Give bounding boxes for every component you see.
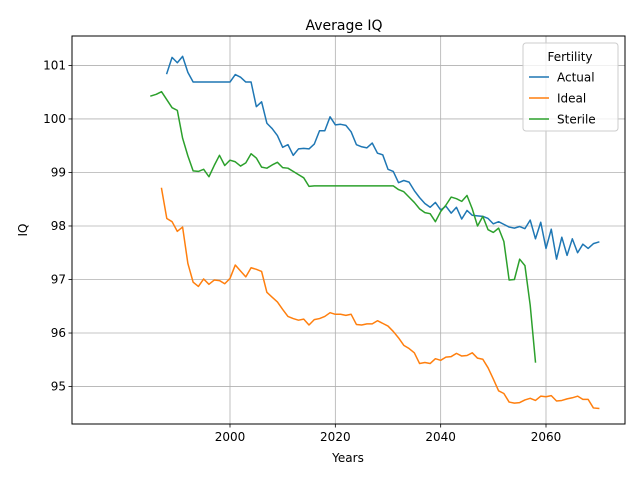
legend-label-sterile: Sterile <box>557 113 596 127</box>
chart-title: Average IQ <box>305 18 382 34</box>
x-tick-label: 2020 <box>320 430 351 444</box>
series-line-actual <box>165 55 600 260</box>
y-axis-label: IQ <box>16 224 30 237</box>
plot-frame <box>71 35 626 425</box>
x-tick-label: 2000 <box>215 430 246 444</box>
series-layer <box>150 55 600 410</box>
x-tick-label: 2060 <box>531 430 562 444</box>
y-tick-label: 95 <box>51 380 66 394</box>
legend-label-actual: Actual <box>557 71 595 85</box>
y-tick-label: 97 <box>51 273 66 287</box>
y-tick-label: 98 <box>51 219 66 233</box>
y-axis: 95 96 97 98 99 100 101 <box>43 58 72 394</box>
legend-title: Fertility <box>547 50 592 64</box>
y-tick-label: 101 <box>43 58 66 72</box>
y-tick-label: 100 <box>43 112 66 126</box>
series-line-ideal <box>160 187 600 410</box>
x-axis: 2000 2020 2040 2060 <box>215 424 562 444</box>
legend-box <box>522 42 619 132</box>
series-line-sterile <box>150 90 537 363</box>
legend: Fertility Actual Ideal Sterile <box>522 42 619 132</box>
y-tick-label: 96 <box>51 326 66 340</box>
x-axis-label: Years <box>331 451 364 465</box>
y-tick-label: 99 <box>51 165 66 179</box>
x-tick-label: 2040 <box>425 430 456 444</box>
legend-label-ideal: Ideal <box>557 92 586 106</box>
